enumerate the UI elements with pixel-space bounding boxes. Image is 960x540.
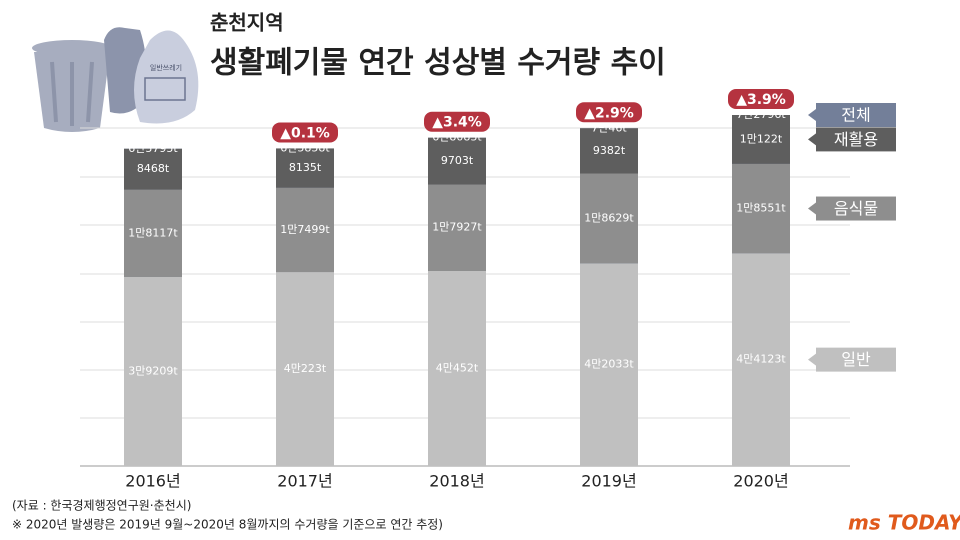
segment-label: 4만2033t: [584, 358, 634, 371]
segment: [580, 263, 638, 466]
legend-pointer: [808, 133, 816, 146]
x-tick-label: 2016년: [125, 472, 180, 491]
segment: [276, 148, 334, 188]
x-tick-label: 2019년: [581, 472, 636, 491]
chart-subtitle: 춘천지역: [210, 11, 284, 35]
total-label: 7만2796t: [736, 108, 786, 121]
segment: [732, 115, 790, 164]
legend-label: 재활용: [834, 130, 878, 149]
legend-label: 전체: [841, 106, 870, 125]
legend-label: 음식물: [834, 199, 878, 218]
segment-label: 8135t: [289, 161, 322, 174]
segment: [428, 270, 486, 466]
chart-title: 생활폐기물 연간 성상별 수거량 추이: [210, 46, 666, 81]
growth-badge: [728, 89, 794, 109]
segment: [124, 189, 182, 277]
segment: [580, 128, 638, 174]
growth-label: ▲3.4%: [432, 115, 482, 131]
legend-pointer: [808, 353, 816, 366]
segment-label: 4만4123t: [736, 353, 786, 366]
growth-badge: [272, 122, 338, 143]
segment: [276, 272, 334, 466]
total-label: 6만8083t: [432, 131, 482, 144]
source: (자료 : 한국경제행정연구원·춘천시): [12, 498, 191, 513]
icon: 일반쓰레기: [32, 27, 199, 132]
x-tick-label: 2017년: [277, 472, 332, 491]
icon-label: 일반쓰레기: [150, 63, 182, 72]
x-tick-label: 2018년: [429, 472, 484, 491]
x-tick-label: 2020년: [733, 472, 788, 491]
segment: [580, 173, 638, 264]
segment-label: 3만9209t: [128, 364, 178, 377]
legend-box: [816, 103, 896, 127]
growth-label: ▲2.9%: [584, 105, 634, 121]
total-label: 6만5795t: [128, 142, 178, 155]
segment-label: 1만7927t: [432, 221, 482, 234]
segment-label: 4만223t: [284, 362, 327, 375]
growth-badge: [424, 111, 490, 132]
segment-label: 1만8629t: [584, 211, 634, 224]
legend-box: [816, 196, 896, 221]
legend-pointer: [808, 202, 816, 215]
segment: [428, 184, 486, 271]
total-label: 7만46t: [591, 121, 627, 134]
segment: [732, 253, 790, 466]
growth-badge: [576, 102, 642, 123]
segment-label: 9382t: [593, 144, 626, 157]
total-label: 6만5858t: [280, 141, 330, 154]
segment: [428, 137, 486, 185]
legend-box: [816, 347, 896, 372]
segment-label: 9703t: [441, 154, 474, 167]
segment-label: 4만452t: [436, 361, 479, 374]
segment-label: 1만8551t: [736, 202, 786, 215]
segment-label: 1만7499t: [280, 223, 330, 236]
logo: ms TODAY: [848, 511, 960, 535]
note: ※ 2020년 발생량은 2019년 9월~2020년 8월까지의 수거량을 기…: [12, 518, 443, 532]
segment: [124, 276, 182, 466]
segment: [124, 148, 182, 190]
legend-box: [816, 127, 896, 152]
segment: [732, 163, 790, 254]
segment-label: 1만8117t: [128, 226, 178, 239]
legend-pointer: [808, 109, 816, 121]
growth-label: ▲3.9%: [736, 92, 786, 108]
legend-label: 일반: [841, 350, 871, 369]
segment-label: 1만122t: [740, 132, 783, 145]
segment-label: 8468t: [137, 162, 170, 175]
growth-label: ▲0.1%: [280, 125, 330, 141]
segment: [276, 187, 334, 273]
